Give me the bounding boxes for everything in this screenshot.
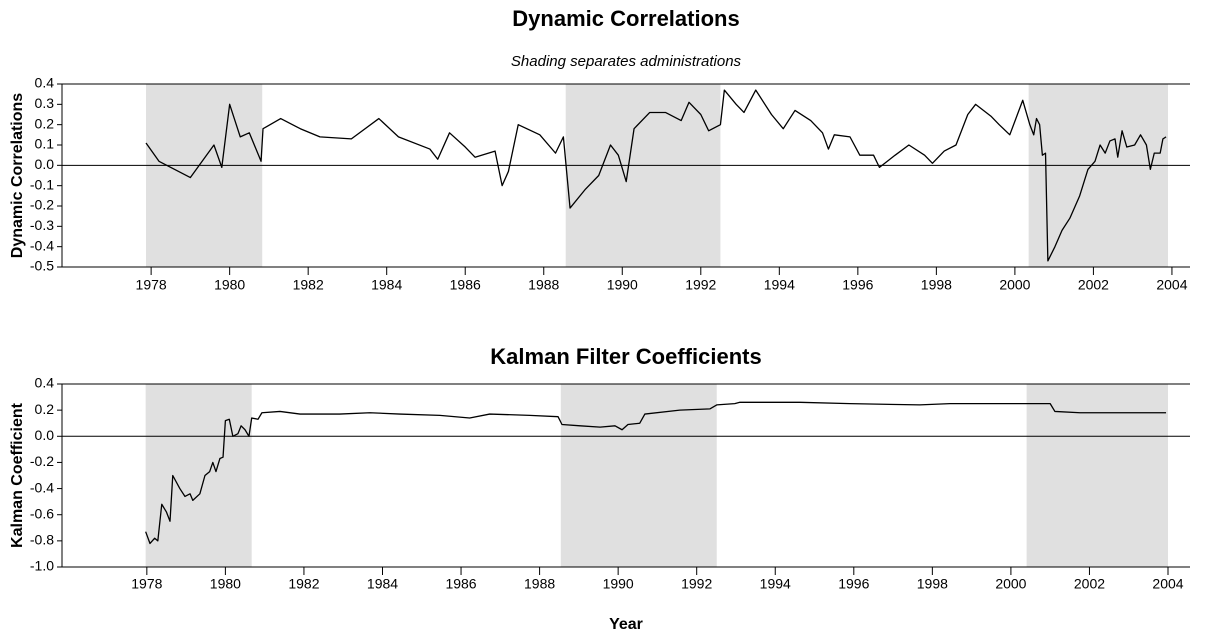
x-tick-label: 1990 [603,576,634,592]
y-tick-label: -0.1 [30,176,54,192]
x-axis-label: Year [609,616,643,633]
x-tick-label: 1998 [921,277,952,293]
shading [146,84,263,267]
chart-subtitle: Shading separates administrations [511,53,742,70]
x-tick-label: 1980 [210,576,241,592]
y-tick-label: -0.5 [30,258,54,274]
x-tick-label: 1998 [917,576,948,592]
y-axis-label: Dynamic Correlations [9,93,26,258]
y-tick-label: -1.0 [30,558,54,574]
shading [145,384,252,567]
y-tick-label: -0.4 [30,237,54,253]
x-tick-label: 1982 [293,277,324,293]
x-tick-label: 1996 [842,277,873,293]
x-tick-label: 2002 [1078,277,1109,293]
shading [1026,384,1169,567]
shading [1028,84,1169,267]
chart-title: Dynamic Correlations [512,6,739,31]
x-tick-label: 1978 [136,277,167,293]
x-tick-label: 1980 [214,277,245,293]
y-tick-label: 0.0 [35,427,55,443]
y-tick-label: -0.2 [30,197,54,213]
y-tick-label: 0.1 [35,136,55,152]
x-tick-label: 1992 [685,277,716,293]
x-tick-label: 1986 [450,277,481,293]
x-tick-label: 1992 [681,576,712,592]
x-tick-label: 1994 [764,277,795,293]
y-tick-label: 0.3 [35,95,55,111]
data-line [145,401,1167,545]
x-tick-label: 1978 [131,576,162,592]
x-tick-label: 1990 [607,277,638,293]
y-tick-label: 0.0 [35,156,55,172]
x-tick-label: 1988 [524,576,555,592]
shading [560,384,717,567]
x-tick-label: 1984 [367,576,398,592]
y-axis-label: Kalman Coefficient [9,402,26,548]
x-tick-label: 1988 [528,277,559,293]
x-tick-label: 2004 [1152,576,1183,592]
shading [565,84,721,267]
x-tick-label: 1982 [288,576,319,592]
x-tick-label: 1986 [445,576,476,592]
x-tick-label: 2004 [1156,277,1187,293]
y-tick-label: 0.2 [35,115,55,131]
x-tick-label: 1996 [838,576,869,592]
y-tick-label: -0.2 [30,453,54,469]
x-tick-label: 2000 [999,277,1030,293]
y-tick-label: -0.3 [30,217,54,233]
y-tick-label: -0.6 [30,505,54,521]
y-tick-label: 0.4 [35,75,55,91]
data-line [145,89,1167,262]
x-tick-label: 2000 [995,576,1026,592]
y-tick-label: 0.2 [35,401,55,417]
chart-title: Kalman Filter Coefficients [490,344,761,369]
x-tick-label: 1984 [371,277,402,293]
y-tick-label: -0.4 [30,479,54,495]
y-tick-label: -0.8 [30,532,54,548]
x-tick-label: 2002 [1074,576,1105,592]
x-tick-label: 1994 [760,576,791,592]
y-tick-label: 0.4 [35,375,55,391]
